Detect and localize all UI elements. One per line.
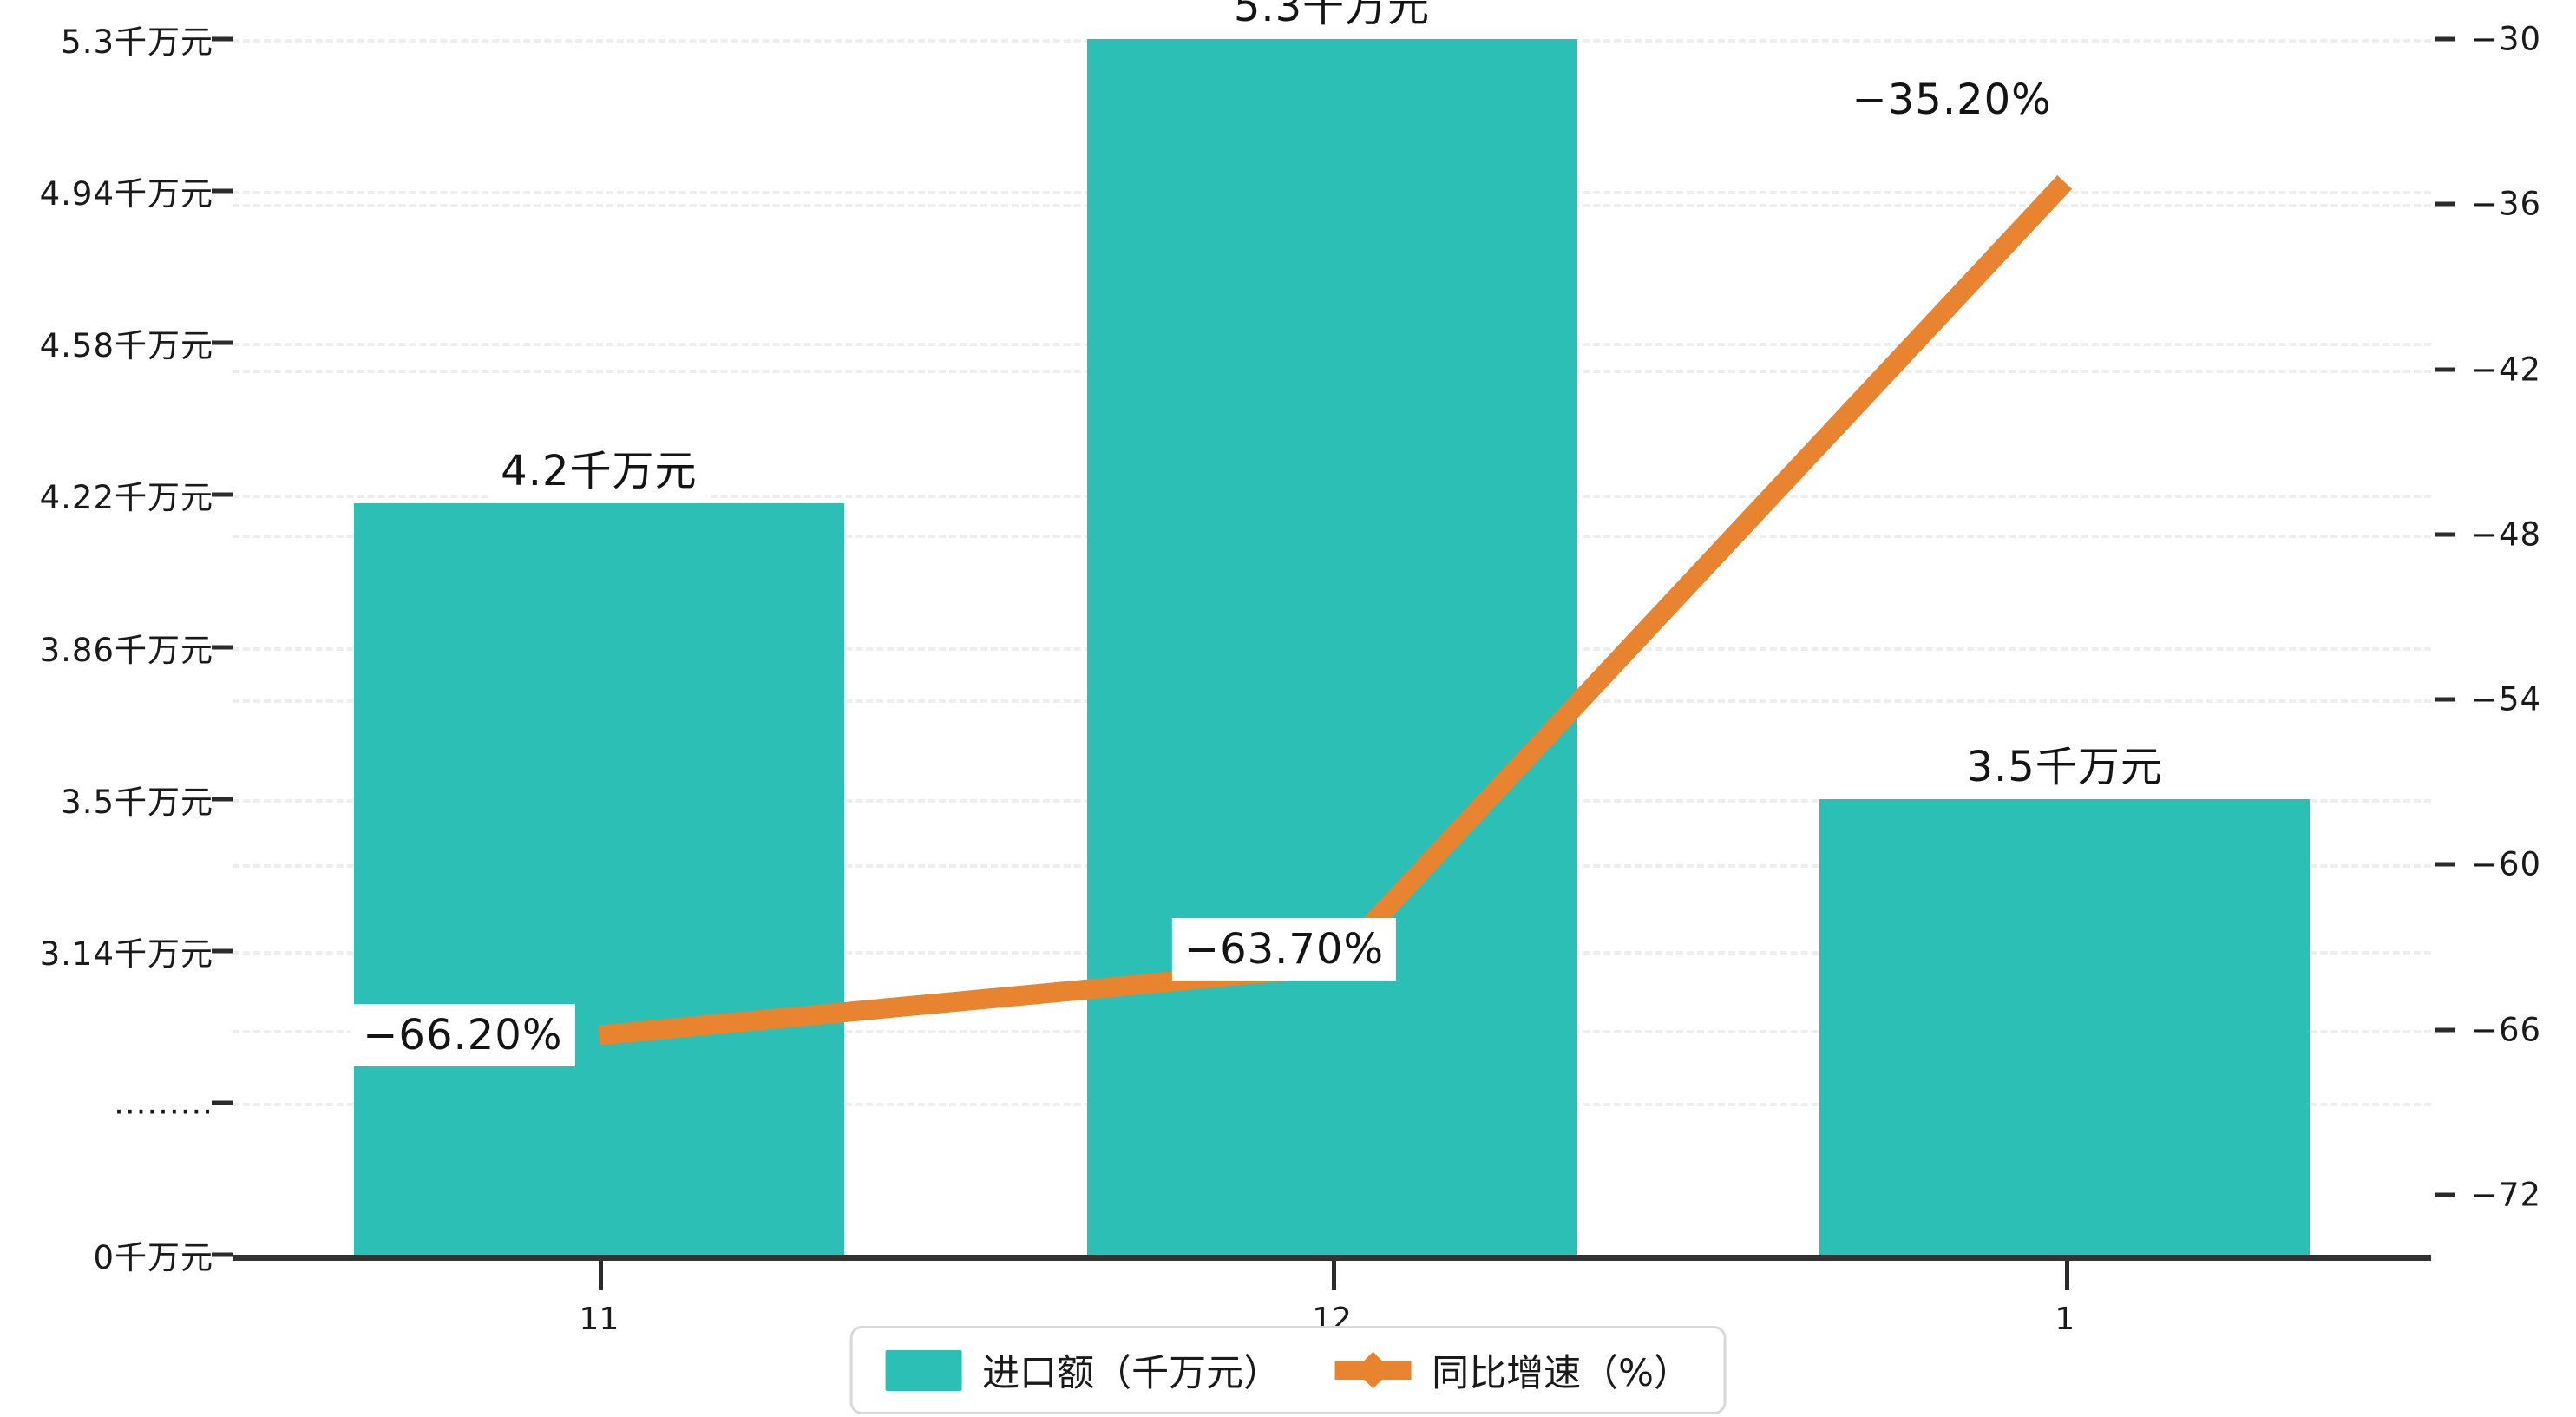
right-axis-tick-mark [2435,201,2455,207]
legend-item-line[interactable]: 同比增速（%） [1334,1343,1691,1397]
bar-value-label: 5.3千万元 [1224,0,1439,38]
right-axis-tick-label: −66 [2471,1011,2542,1049]
left-axis-tick-mark [212,36,233,42]
left-axis-tick-mark [212,645,233,649]
x-axis-tick-label: 11 [579,1302,619,1337]
right-axis-tick-label: −72 [2471,1176,2542,1214]
left-axis-tick-label: 0千万元 [93,1239,213,1276]
legend-item-bar[interactable]: 进口额（千万元） [885,1343,1281,1397]
right-axis-tick-mark [2435,36,2455,42]
legend-item-label: 进口额（千万元） [982,1352,1281,1395]
left-axis-tick-label: 4.94千万元 [39,175,213,213]
x-axis-tick-mark [1332,1261,1336,1290]
chart-legend[interactable]: 进口额（千万元） 同比增速（%） [849,1326,1727,1414]
right-axis-tick-label: −60 [2471,845,2542,883]
right-axis-tick-mark [2435,697,2455,702]
right-axis-tick-mark [2435,532,2455,537]
right-axis-tick-label: −54 [2471,680,2542,718]
bars-layer [233,26,2431,1255]
left-axis-tick-label: 3.86千万元 [39,631,213,669]
left-axis-tick-label: 4.22千万元 [39,479,213,517]
right-axis-tick-mark [2435,1192,2455,1197]
line-value-label: −35.20% [1852,75,2052,124]
x-axis-tick-mark [599,1261,604,1290]
left-axis-tick-label: 4.58千万元 [39,327,213,365]
legend-line-diamond-icon [1334,1350,1412,1391]
left-axis-tick-mark [212,188,233,194]
bar-value-label: 3.5千万元 [1957,726,2172,798]
left-axis-tick-label: 5.3千万元 [61,23,213,61]
left-axis-tick-mark [212,1252,233,1257]
left-axis-tick-mark [212,797,233,802]
legend-item-label: 同比增速（%） [1432,1352,1691,1395]
left-axis-tick-label: 3.14千万元 [39,935,213,973]
left-axis-tick-mark [212,1100,233,1105]
x-axis-tick-label: 1 [2055,1302,2075,1337]
line-value-label: −66.20% [351,1004,575,1067]
legend-bar-swatch-icon [885,1349,962,1391]
right-axis-tick-label: −48 [2471,515,2542,554]
left-axis-tick-mark [212,340,233,345]
bar-value-label: 4.2千万元 [492,431,706,503]
bar[interactable] [353,503,844,1255]
right-axis-tick-mark [2435,862,2455,867]
line-value-label: −63.70% [1171,917,1397,981]
left-axis-tick-label: 3.5千万元 [61,783,213,821]
right-axis-tick-label: −30 [2471,20,2542,58]
right-axis-tick-mark [2435,1027,2455,1033]
right-axis-tick-mark [2435,367,2455,372]
left-axis-tick-label: ......... [114,1084,213,1122]
bar[interactable] [1819,798,2311,1255]
x-axis-tick-mark [2064,1261,2069,1290]
x-axis-baseline [233,1255,2431,1261]
bar[interactable] [1086,39,1577,1255]
right-axis-tick-label: −36 [2471,185,2542,223]
left-axis-tick-mark [212,948,233,954]
right-axis-tick-label: −42 [2471,351,2542,389]
left-axis-tick-mark [212,492,233,497]
